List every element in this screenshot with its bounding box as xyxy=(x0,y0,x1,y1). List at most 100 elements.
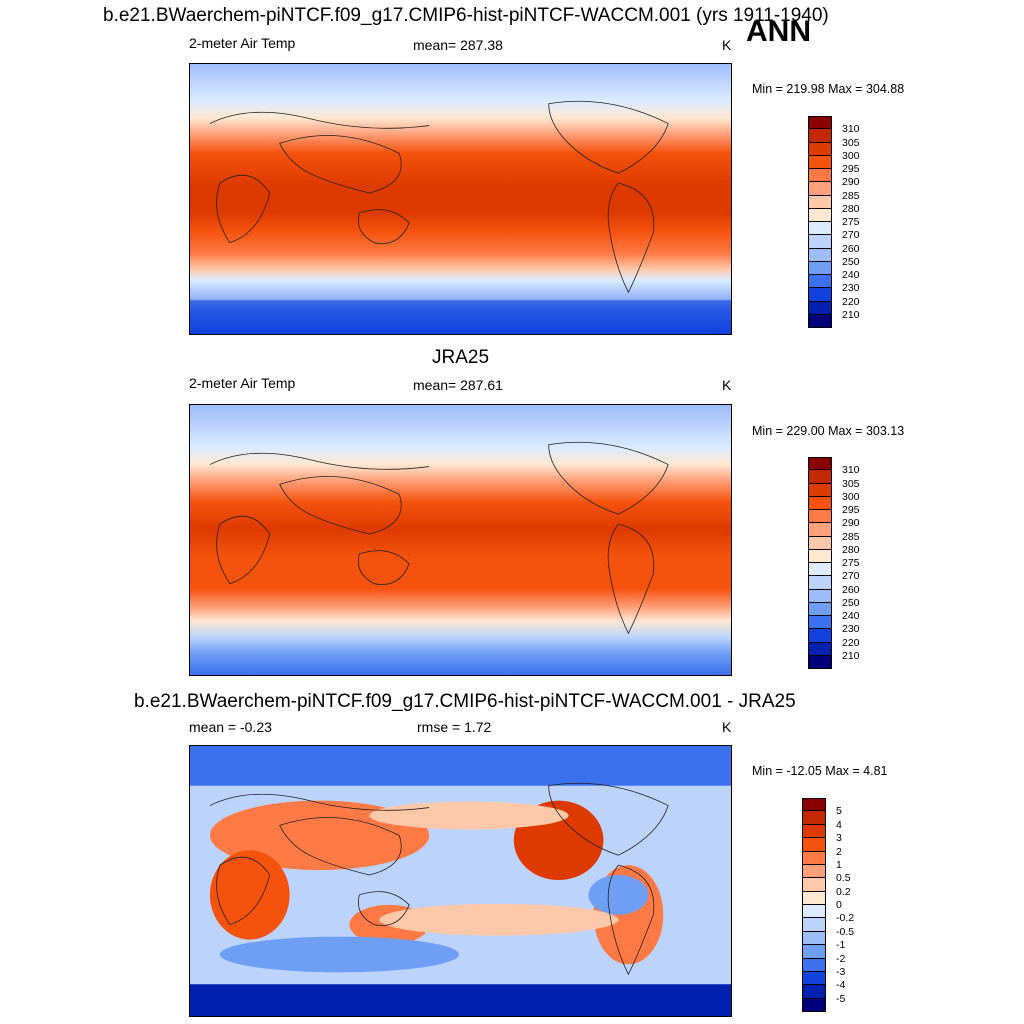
panel-2-colorbar-label: 280 xyxy=(842,543,860,556)
panel-2-map xyxy=(189,404,732,676)
panel-3-colorbar-label: -2 xyxy=(836,952,846,965)
panel-3-colorbar-label: 0.2 xyxy=(836,885,851,898)
panel-1-unit: K xyxy=(722,37,732,53)
panel-3-title: b.e21.BWaerchem-piNTCF.f09_g17.CMIP6-his… xyxy=(134,691,796,712)
panel-2-colorbar-label: 230 xyxy=(842,623,860,636)
panel-2-colorbar-label: 240 xyxy=(842,610,860,622)
panel-1-colorbar-label: 275 xyxy=(842,216,860,228)
panel-1-map xyxy=(189,63,732,335)
panel-2-colorbar-swatch xyxy=(808,483,832,497)
panel-2-colorbar-label: 250 xyxy=(842,596,860,609)
panel-3-colorbar-swatch xyxy=(802,864,826,879)
panel-3-colorbar-label: 5 xyxy=(836,805,842,818)
panel-1-colorbar-label: 285 xyxy=(842,189,860,202)
panel-1-colorbar-label: 220 xyxy=(842,295,860,308)
panel-1-colorbar-label: 230 xyxy=(842,282,860,295)
panel-3-colorbar-swatch xyxy=(802,998,826,1012)
panel-2-colorbar-swatch xyxy=(808,549,832,563)
panel-2-title: JRA25 xyxy=(432,347,490,368)
panel-2-mean: mean= 287.61 xyxy=(413,377,503,393)
panel-2-colorbar-label: 305 xyxy=(842,477,860,490)
panel-3-map xyxy=(189,745,732,1017)
panel-3-minmax: Min = -12.05 Max = 4.81 xyxy=(752,764,888,778)
panel-1-colorbar-swatch xyxy=(808,301,832,315)
panel-2-colorbar-label: 220 xyxy=(842,636,860,649)
panel-1-colorbar-swatch xyxy=(808,261,832,275)
panel-2-colorbar-swatch xyxy=(808,536,832,550)
panel-1-colorbar-label: 295 xyxy=(842,163,860,175)
panel-2-colorbar-swatch xyxy=(808,602,832,616)
panel-3-colorbar-label: -1 xyxy=(836,939,846,952)
panel-3-colorbar-swatch xyxy=(802,891,826,905)
panel-3-colorbar-swatch xyxy=(802,811,826,825)
panel-3-colorbar-label: -0.2 xyxy=(836,912,855,925)
panel-2-colorbar-label: 300 xyxy=(842,490,860,503)
panel-2-colorbar-swatch xyxy=(808,510,832,524)
panel-1-colorbar-label: 270 xyxy=(842,229,860,242)
panel-2-colorbar-swatch xyxy=(808,589,832,603)
panel-3-colorbar-label: 3 xyxy=(836,832,842,845)
panel-3-colorbar-label: 4 xyxy=(836,818,842,831)
panel-1-colorbar-label: 305 xyxy=(842,136,860,149)
panel-3-colorbar-label: -3 xyxy=(836,965,846,978)
panel-3-colorbar-swatch xyxy=(802,918,826,932)
panel-3-colorbar-label: 1 xyxy=(836,858,842,871)
panel-2-colorbar-swatch xyxy=(808,523,832,537)
panel-3-colorbar-label: -0.5 xyxy=(836,925,855,938)
panel-2-colorbar-label: 275 xyxy=(842,557,860,569)
panel-2-colorbar-swatch xyxy=(808,563,832,577)
panel-2-variable: 2-meter Air Temp xyxy=(189,375,296,391)
panel-1-colorbar-swatch xyxy=(808,248,832,262)
panel-2-colorbar-swatch xyxy=(808,655,832,669)
panel-3-colorbar-label: 2 xyxy=(836,845,842,858)
panel-1-colorbar-swatch xyxy=(808,195,832,209)
panel-3-colorbar-swatch xyxy=(802,958,826,972)
panel-2-colorbar-swatch xyxy=(808,629,832,643)
panel-1-colorbar-label: 210 xyxy=(842,308,860,321)
panel-3-colorbar: 5 4 3 2 1 0.5 0.2 0 -0.2 -0.5 -1 -2 -3 -4 -5 xyxy=(802,798,902,1012)
panel-2-colorbar-swatch xyxy=(808,457,832,471)
panel-1-colorbar-swatch xyxy=(808,129,832,143)
panel-2-colorbar-swatch xyxy=(808,576,832,590)
panel-2-unit: K xyxy=(722,377,732,393)
panel-2-colorbar-swatch xyxy=(808,616,832,630)
panel-2-colorbar-label: 270 xyxy=(842,570,860,583)
panel-3-colorbar-swatch xyxy=(802,878,826,892)
panel-1-colorbar-label: 240 xyxy=(842,269,860,281)
panel-1-colorbar-label: 280 xyxy=(842,202,860,215)
panel-1-colorbar-swatch xyxy=(808,142,832,156)
panel-3-colorbar-label: -5 xyxy=(836,992,846,1005)
panel-3-mean: mean = -0.23 xyxy=(189,719,272,735)
panel-1-colorbar-swatch xyxy=(808,208,832,222)
figure-title: b.e21.BWaerchem-piNTCF.f09_g17.CMIP6-his… xyxy=(103,5,829,26)
panel-3-colorbar-swatch xyxy=(802,945,826,959)
panel-1-colorbar-label: 260 xyxy=(842,242,860,255)
panel-2-colorbar-swatch xyxy=(808,496,832,510)
panel-3-colorbar-swatch xyxy=(802,798,826,812)
panel-1-minmax: Min = 219.98 Max = 304.88 xyxy=(752,82,905,96)
panel-1-colorbar-label: 310 xyxy=(842,123,860,136)
panel-3-colorbar-swatch xyxy=(802,971,826,986)
panel-1-colorbar-swatch xyxy=(808,116,832,130)
panel-2-colorbar-label: 260 xyxy=(842,583,860,596)
panel-2-colorbar: 310 305 300 295 290 285 280 275 270 260 250 240 230 2… xyxy=(808,457,908,669)
panel-3-colorbar-swatch xyxy=(802,851,826,865)
panel-1-colorbar-swatch xyxy=(808,155,832,169)
panel-1-colorbar-swatch xyxy=(808,182,832,196)
panel-2-minmax: Min = 229.00 Max = 303.13 xyxy=(752,424,905,438)
panel-2-colorbar-label: 310 xyxy=(842,464,860,477)
panel-3-map-svg xyxy=(190,746,731,1016)
panel-3-colorbar-label: -4 xyxy=(836,979,846,992)
panel-1-colorbar-label: 250 xyxy=(842,255,860,268)
panel-2-colorbar-label: 290 xyxy=(842,517,860,530)
panel-3-colorbar-label: 0 xyxy=(836,899,842,911)
panel-2-colorbar-swatch xyxy=(808,642,832,656)
panel-2-colorbar-label: 285 xyxy=(842,530,860,543)
panel-2-colorbar-swatch xyxy=(808,470,832,484)
panel-1-colorbar-swatch xyxy=(808,222,832,236)
season-label: ANN xyxy=(746,15,811,48)
panel-3-colorbar-label: 0.5 xyxy=(836,872,851,885)
panel-1-colorbar: 310 305 300 295 290 285 280 275 270 260 250 240 230 2… xyxy=(808,116,908,328)
panel-1-colorbar-swatch xyxy=(808,275,832,289)
panel-3-unit: K xyxy=(722,719,732,735)
